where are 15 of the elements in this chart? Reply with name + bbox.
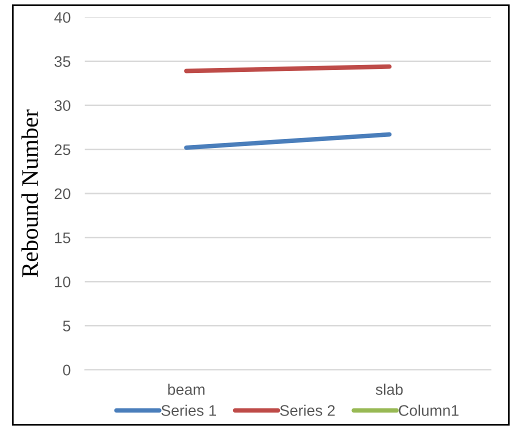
y-tick-label: 20 [54, 188, 70, 200]
y-tick-label: 15 [55, 232, 70, 244]
x-tick-label: slab [376, 384, 403, 395]
legend-label: Series 1 [161, 404, 216, 416]
y-tick-label: 10 [55, 276, 70, 288]
y-axis-title: Rebound Number [21, 109, 38, 278]
x-tick-label: beam [168, 384, 204, 395]
legend-label: Column1 [398, 404, 458, 416]
y-tick-label: 0 [63, 364, 70, 376]
y-tick-label: 35 [54, 56, 70, 67]
y-tick-label: 30 [54, 100, 70, 112]
y-tick-label: 25 [54, 144, 70, 156]
y-tick-label: 40 [54, 12, 70, 23]
y-tick-label: 5 [63, 320, 70, 332]
legend-label: Series 2 [280, 404, 335, 416]
